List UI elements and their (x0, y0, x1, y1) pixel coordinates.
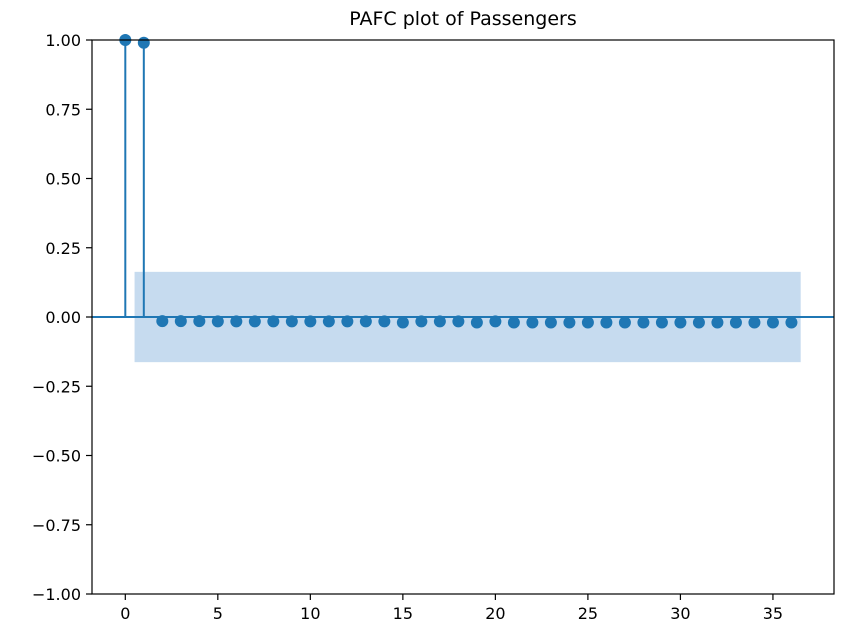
stem-marker-lag-22 (526, 316, 539, 329)
stem-marker-lag-12 (341, 315, 354, 328)
stem-marker-lag-25 (581, 316, 594, 329)
y-tick-label: 0.50 (45, 170, 81, 189)
stem-marker-lag-6 (230, 315, 243, 328)
x-tick-label: 20 (485, 604, 505, 623)
stem-marker-lag-30 (674, 316, 687, 329)
stem-marker-lag-16 (415, 315, 428, 328)
stem-marker-lag-35 (766, 316, 779, 329)
stem-marker-lag-5 (211, 315, 224, 328)
stem-marker-lag-7 (248, 315, 261, 328)
stem-marker-lag-8 (267, 315, 280, 328)
stem-marker-lag-26 (600, 316, 613, 329)
stem-marker-lag-31 (692, 316, 705, 329)
stem-marker-lag-29 (655, 316, 668, 329)
stem-marker-lag-23 (544, 316, 557, 329)
x-tick-label: 35 (763, 604, 783, 623)
x-tick-label: 10 (300, 604, 320, 623)
x-tick-label: 15 (393, 604, 413, 623)
stem-marker-lag-2 (156, 315, 169, 328)
stem-marker-lag-20 (489, 315, 502, 328)
chart-title: PAFC plot of Passengers (349, 8, 577, 30)
x-axis: 0 5 10 15 20 25 30 35 (120, 594, 783, 623)
stem-marker-lag-17 (433, 315, 446, 328)
y-tick-label: −0.25 (32, 377, 81, 396)
stem-marker-lag-13 (359, 315, 372, 328)
stem-marker-lag-19 (470, 316, 483, 329)
stem-marker-lag-10 (304, 315, 317, 328)
stem-marker-lag-32 (711, 316, 724, 329)
y-tick-label: −0.50 (32, 447, 81, 466)
stem-marker-lag-3 (174, 315, 187, 328)
x-tick-label: 25 (578, 604, 598, 623)
stem-marker-lag-21 (507, 316, 520, 329)
y-tick-label: 0.00 (45, 308, 81, 327)
y-tick-label: −1.00 (32, 585, 81, 604)
stem-marker-lag-18 (452, 315, 465, 328)
stem-marker-lag-1 (137, 36, 150, 49)
stem-marker-lag-11 (322, 315, 335, 328)
x-tick-label: 0 (120, 604, 130, 623)
x-tick-label: 30 (670, 604, 690, 623)
stem-marker-lag-9 (285, 315, 298, 328)
y-axis: −1.00 −0.75 −0.50 −0.25 0.00 0.25 0.50 0.75 1.00 (32, 31, 92, 604)
y-tick-label: 1.00 (45, 31, 81, 50)
y-tick-label: 0.25 (45, 239, 81, 258)
y-tick-label: 0.75 (45, 100, 81, 119)
stem-marker-lag-24 (563, 316, 576, 329)
stem-marker-lag-28 (637, 316, 650, 329)
stem-marker-lag-36 (785, 316, 798, 329)
stem-marker-lag-34 (748, 316, 761, 329)
stem-marker-lag-33 (729, 316, 742, 329)
stem-marker-lag-27 (618, 316, 631, 329)
y-tick-label: −0.75 (32, 516, 81, 535)
stem-marker-lag-14 (378, 315, 391, 328)
stem-marker-lag-15 (396, 316, 409, 329)
stem-marker-lag-4 (193, 315, 206, 328)
x-tick-label: 5 (213, 604, 223, 623)
